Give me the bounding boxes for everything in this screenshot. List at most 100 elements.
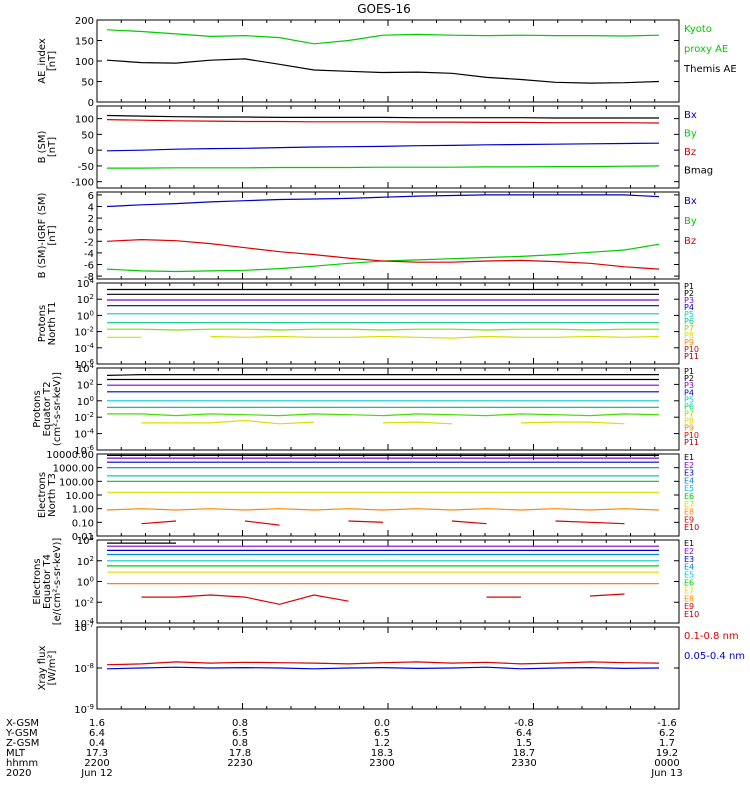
legend-entry: P7 xyxy=(684,410,694,419)
legend-entry: E1 xyxy=(684,539,694,548)
series-line-0-05-0-4-nm xyxy=(106,666,660,670)
legend-entry: P8 xyxy=(684,417,694,426)
y-tick-label: -8 xyxy=(84,272,94,283)
y-axis-label: Equator T2 xyxy=(42,382,53,437)
y-tick-label: 10-9 xyxy=(74,703,94,716)
legend-entry: 0.1-0.8 nm xyxy=(684,631,739,642)
y-axis-label: [nT] xyxy=(47,137,58,157)
y-tick-label: 102 xyxy=(77,293,94,306)
panel-xray: 10-9 10-8 10-7 Xray flux [W/m²] 0.1-0.8 nm 0.0… xyxy=(37,621,745,716)
y-tick-label: -2 xyxy=(84,237,94,248)
legend-entry: Bz xyxy=(684,147,696,158)
y-tick-label: 100 xyxy=(77,309,94,322)
y-axis-label: North T3 xyxy=(47,473,58,517)
legend-entry: E10 xyxy=(684,610,699,619)
y-axis-label: [nT] xyxy=(47,51,58,71)
legend-entry: E9 xyxy=(684,602,694,611)
y-axis-label: Xray flux xyxy=(37,646,48,691)
legend-entry: Bx xyxy=(684,110,697,121)
ephemeris-value: 6.5 xyxy=(374,728,390,739)
y-tick-label: 104 xyxy=(77,534,95,547)
legend-entry: P9 xyxy=(684,338,694,347)
series-line-p7 xyxy=(107,413,660,417)
ephemeris-label: X-GSM xyxy=(6,718,39,729)
ephemeris-value: Jun 13 xyxy=(650,768,683,779)
y-axis-label: Equator T4 xyxy=(42,554,53,609)
series-line-e8 xyxy=(106,508,660,511)
y-tick-label: 0 xyxy=(88,226,94,237)
y-axis-label: [W/m²] xyxy=(47,650,58,685)
y-axis-label: Electrons xyxy=(37,472,48,518)
legend-entry: E4 xyxy=(684,476,694,485)
ephemeris-value: 18.3 xyxy=(371,748,393,759)
y-axis-label: Electrons xyxy=(32,558,43,604)
y-axis-label: [e/(cm²-s-sr-keV)] xyxy=(52,538,63,626)
legend-entry: E10 xyxy=(684,523,699,532)
series-line-p7 xyxy=(107,328,659,331)
y-axis-label: (cm²-s-sr-keV)] xyxy=(52,372,63,446)
legend-entry: P3 xyxy=(684,296,694,305)
y-tick-label: 10-4 xyxy=(74,428,94,441)
ephemeris-value: 0.0 xyxy=(374,718,390,729)
legend-entry: Kyoto xyxy=(684,24,712,35)
legend-entry: P1 xyxy=(684,282,694,291)
y-tick-label: 0 xyxy=(88,98,94,109)
panel-frame xyxy=(96,191,680,280)
ephemeris-value: 6.2 xyxy=(659,728,675,739)
ephemeris-label: MLT xyxy=(6,748,26,759)
legend-entry: P6 xyxy=(684,317,694,326)
series-line-bx xyxy=(106,142,660,152)
legend-entry: P6 xyxy=(684,402,694,411)
series-line-p1 xyxy=(106,374,659,376)
ephemeris-value: 17.3 xyxy=(86,748,108,759)
legend-entry: 0.05-0.4 nm xyxy=(684,651,745,662)
y-tick-label: 10-2 xyxy=(74,411,94,424)
ephemeris-value: 0.4 xyxy=(89,738,105,749)
legend-entry: E8 xyxy=(684,594,694,603)
legend-entry: E2 xyxy=(684,461,694,470)
legend-entry: proxy AE xyxy=(684,44,728,55)
legend-entry: P2 xyxy=(684,374,694,383)
legend-entry: P11 xyxy=(684,438,699,447)
ephemeris-value: 0.8 xyxy=(232,738,248,749)
ephemeris-value: 19.2 xyxy=(656,748,678,759)
y-tick-label: 10.00 xyxy=(65,491,94,502)
series-line-e9 xyxy=(141,520,625,526)
y-tick-label: 200 xyxy=(75,16,94,27)
ephemeris-value: 2330 xyxy=(511,758,536,769)
legend-entry: P11 xyxy=(684,352,699,361)
panel-frame xyxy=(96,367,680,451)
ephemeris-label: 2020 xyxy=(6,768,31,779)
ephemeris-value: 1.2 xyxy=(374,738,390,749)
panel-frame xyxy=(96,453,680,537)
legend-entry: Bz xyxy=(684,236,696,247)
series-line-e9 xyxy=(141,593,625,605)
y-axis-label: B (SM)-IGRF (SM) xyxy=(37,193,48,279)
panel-ae: 0 50 100 150 200 AE_index [nT] Kyoto proxy AE The… xyxy=(37,16,737,109)
ephemeris-value: 2200 xyxy=(84,758,109,769)
y-tick-label: 10000.00 xyxy=(46,450,94,461)
legend-entry: P8 xyxy=(684,331,694,340)
y-tick-label: 100 xyxy=(75,57,94,68)
y-tick-label: -100 xyxy=(71,178,94,189)
y-tick-label: 50 xyxy=(81,78,94,89)
ephemeris-value: 2300 xyxy=(369,758,394,769)
y-axis-label: Protons xyxy=(32,390,43,427)
y-tick-label: 100 xyxy=(77,576,94,589)
legend-entry: E6 xyxy=(684,492,694,501)
y-tick-label: 10-4 xyxy=(74,342,94,355)
y-axis-label: B (SM) xyxy=(37,130,48,163)
legend-entry: E6 xyxy=(684,579,694,588)
ephemeris-label: Z-GSM xyxy=(6,738,39,749)
legend-entry: Themis AE xyxy=(683,64,737,75)
legend-entry: E2 xyxy=(684,547,694,556)
ephemeris-value: 6.4 xyxy=(89,728,105,739)
y-tick-label: 10-7 xyxy=(74,621,94,634)
panel-frame xyxy=(96,539,680,624)
y-tick-label: 50 xyxy=(81,130,94,141)
y-tick-label: 0 xyxy=(88,146,94,157)
y-axis-label: AE_index xyxy=(37,38,48,84)
legend-entry: P1 xyxy=(684,367,694,376)
